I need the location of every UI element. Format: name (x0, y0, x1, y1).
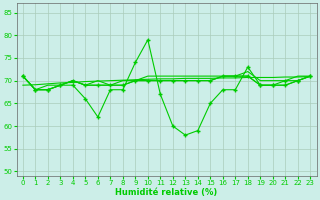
X-axis label: Humidité relative (%): Humidité relative (%) (116, 188, 218, 197)
